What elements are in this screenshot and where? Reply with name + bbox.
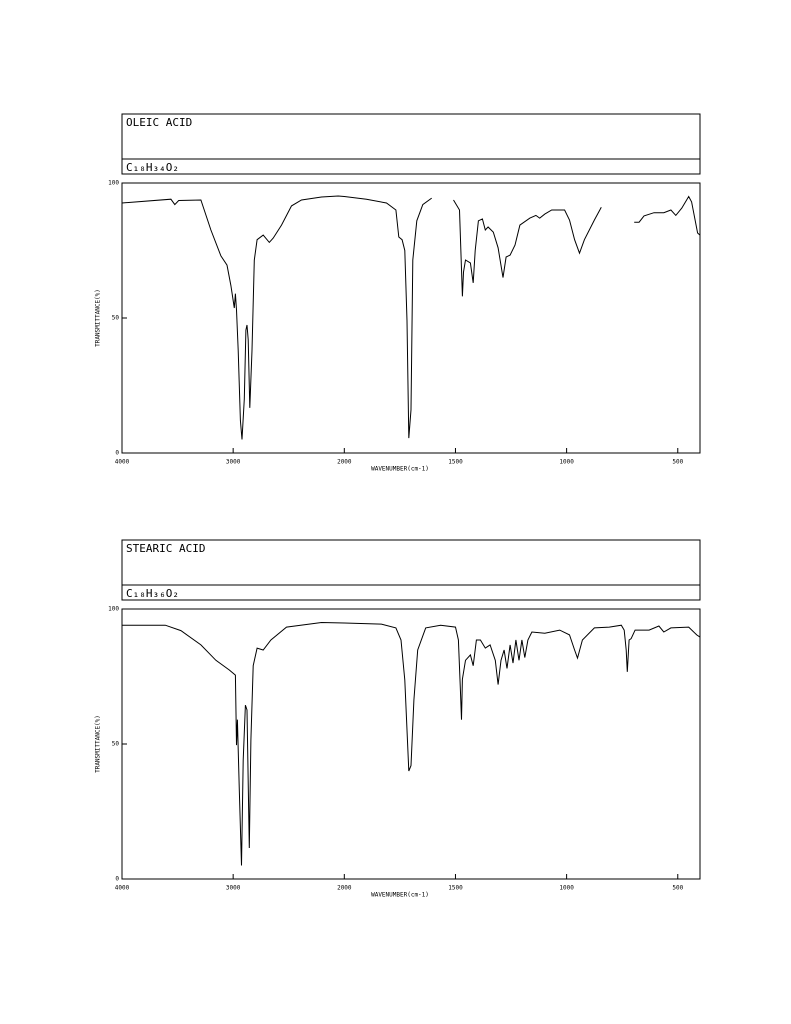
y-axis-label: TRANSMITTANCE(%)	[95, 715, 102, 773]
x-tick-label: 2000	[337, 885, 352, 892]
x-tick-label: 3000	[226, 885, 241, 892]
x-tick-label: 500	[672, 885, 683, 892]
x-tick-label: 1000	[559, 459, 574, 466]
x-tick-label: 4000	[115, 459, 130, 466]
y-tick-label: 50	[112, 315, 120, 322]
y-tick-label: 100	[108, 180, 119, 187]
x-tick-label: 1500	[448, 459, 463, 466]
x-tick-label: 1500	[448, 885, 463, 892]
x-axis-label: WAVENUMBER(cm-1)	[371, 892, 429, 899]
x-tick-label: 4000	[115, 885, 130, 892]
y-tick-label: 50	[112, 741, 120, 748]
formula: C₁₈H₃₆O₂	[126, 587, 179, 600]
x-tick-label: 1000	[559, 885, 574, 892]
x-tick-label: 3000	[226, 459, 241, 466]
y-tick-label: 100	[108, 606, 119, 613]
x-tick-label: 500	[672, 459, 683, 466]
formula: C₁₈H₃₄O₂	[126, 161, 179, 174]
x-tick-label: 2000	[337, 459, 352, 466]
spectrum-line	[121, 195, 701, 440]
plot-frame	[121, 608, 701, 880]
chart-title: STEARIC ACID	[126, 542, 205, 555]
y-axis-label: TRANSMITTANCE(%)	[95, 289, 102, 347]
header-box	[121, 539, 701, 601]
spectrum-line	[122, 621, 701, 866]
chart-title: OLEIC ACID	[126, 116, 192, 129]
header-box	[121, 113, 701, 175]
y-tick-label: 0	[115, 450, 119, 457]
y-tick-label: 0	[115, 876, 119, 883]
x-axis-label: WAVENUMBER(cm-1)	[371, 466, 429, 473]
